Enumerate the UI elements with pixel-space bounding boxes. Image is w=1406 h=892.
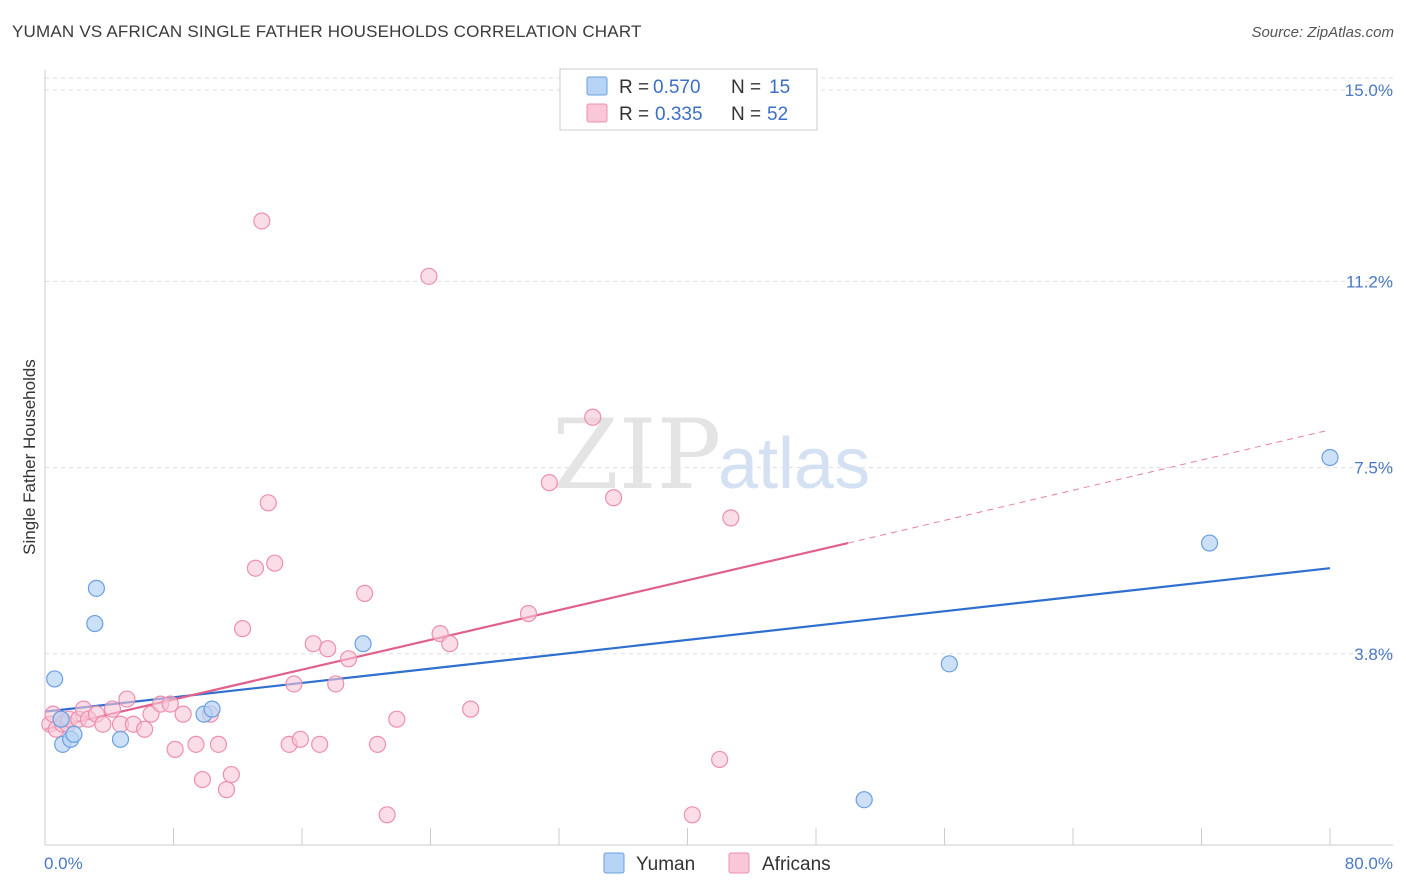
x-tick-label-min: 0.0% — [44, 854, 83, 873]
x-tick-label-max: 80.0% — [1345, 854, 1393, 873]
bottom-legend-swatch-yuman — [603, 852, 625, 874]
bottom-legend-yuman: Yuman — [636, 854, 695, 875]
bottom-legend-swatch-africans — [728, 852, 750, 874]
point-yuman-4 — [65, 725, 83, 743]
point-africans-38 — [319, 640, 337, 658]
point-africans-26 — [217, 781, 236, 799]
legend-yuman-n-label: N = — [731, 77, 761, 98]
point-africans-25 — [209, 735, 228, 753]
point-africans-51 — [584, 408, 602, 426]
point-africans-21 — [174, 705, 192, 723]
point-africans-31 — [259, 494, 277, 512]
trend-line-yuman — [44, 567, 1331, 713]
legend-africans-r-value: 0.335 — [655, 104, 703, 125]
point-yuman-0 — [46, 670, 64, 688]
point-africans-27 — [222, 765, 240, 784]
point-yuman-11 — [940, 655, 958, 673]
y-tick-label-1: 7.5% — [1354, 459, 1393, 478]
points-yuman — [46, 448, 1339, 809]
point-yuman-9 — [203, 700, 221, 718]
y-tick-label-0: 3.8% — [1354, 645, 1393, 664]
legend-yuman-n-value: 15 — [769, 77, 790, 98]
legend-yuman-r-label: R = — [619, 77, 649, 98]
point-yuman-12 — [855, 791, 873, 809]
legend: R = 0.570 N = 15 R = 0.335 N = 52 — [559, 68, 818, 131]
point-yuman-5 — [86, 614, 104, 633]
point-africans-29 — [246, 559, 265, 577]
bottom-legend: Yuman Africans — [603, 852, 831, 875]
chart-title: YUMAN VS AFRICAN SINGLE FATHER HOUSEHOLD… — [12, 22, 642, 41]
point-africans-41 — [356, 584, 374, 602]
point-africans-53 — [683, 806, 701, 824]
watermark-zip: ZIP — [552, 399, 721, 511]
point-yuman-6 — [87, 579, 106, 597]
point-africans-12 — [103, 700, 122, 718]
point-africans-22 — [187, 735, 205, 753]
point-africans-39 — [327, 675, 345, 693]
y-tick-labels: 3.8% 7.5% 11.2% 15.0% — [1345, 81, 1393, 664]
watermark-atlas: atlas — [718, 424, 870, 504]
point-africans-55 — [722, 509, 740, 527]
point-africans-23 — [193, 770, 212, 789]
point-yuman-13 — [1200, 534, 1219, 552]
point-africans-28 — [233, 620, 252, 638]
point-africans-35 — [291, 730, 309, 748]
point-africans-40 — [339, 650, 358, 668]
point-yuman-14 — [1321, 448, 1339, 467]
point-africans-11 — [94, 715, 112, 733]
x-ticks — [44, 828, 1331, 845]
point-africans-20 — [166, 740, 184, 758]
point-africans-30 — [253, 212, 271, 230]
point-africans-42 — [368, 735, 387, 753]
point-africans-14 — [118, 690, 136, 708]
point-africans-16 — [135, 720, 154, 738]
point-africans-43 — [378, 806, 396, 824]
point-africans-52 — [605, 489, 623, 507]
legend-africans-n-label: N = — [731, 104, 761, 125]
point-africans-37 — [311, 735, 329, 753]
point-africans-34 — [285, 675, 303, 693]
point-africans-49 — [519, 604, 538, 623]
y-tick-label-2: 11.2% — [1346, 272, 1393, 291]
watermark: ZIP atlas — [552, 399, 870, 511]
y-tick-label-3: 15.0% — [1345, 81, 1393, 100]
point-africans-50 — [540, 474, 558, 492]
legend-africans-n-value: 52 — [767, 104, 788, 125]
point-africans-32 — [266, 554, 284, 572]
legend-yuman-r-value: 0.570 — [653, 77, 701, 98]
point-africans-45 — [420, 267, 438, 285]
y-axis-label: Single Father Households — [20, 359, 39, 555]
chart-source: Source: ZipAtlas.com — [1251, 24, 1394, 41]
legend-africans-r-label: R = — [619, 104, 649, 125]
point-yuman-7 — [111, 730, 130, 748]
point-africans-19 — [161, 695, 179, 713]
point-africans-36 — [304, 635, 322, 653]
trend-line-africans-extension — [848, 429, 1331, 544]
point-africans-54 — [711, 750, 729, 769]
legend-swatch-yuman — [586, 76, 608, 96]
bottom-legend-africans: Africans — [762, 854, 831, 875]
legend-swatch-africans — [586, 103, 608, 123]
point-africans-44 — [388, 710, 406, 728]
point-yuman-10 — [354, 635, 372, 653]
point-africans-47 — [441, 635, 459, 653]
point-yuman-1 — [52, 710, 70, 728]
points-africans — [41, 212, 740, 824]
point-africans-48 — [462, 700, 480, 718]
